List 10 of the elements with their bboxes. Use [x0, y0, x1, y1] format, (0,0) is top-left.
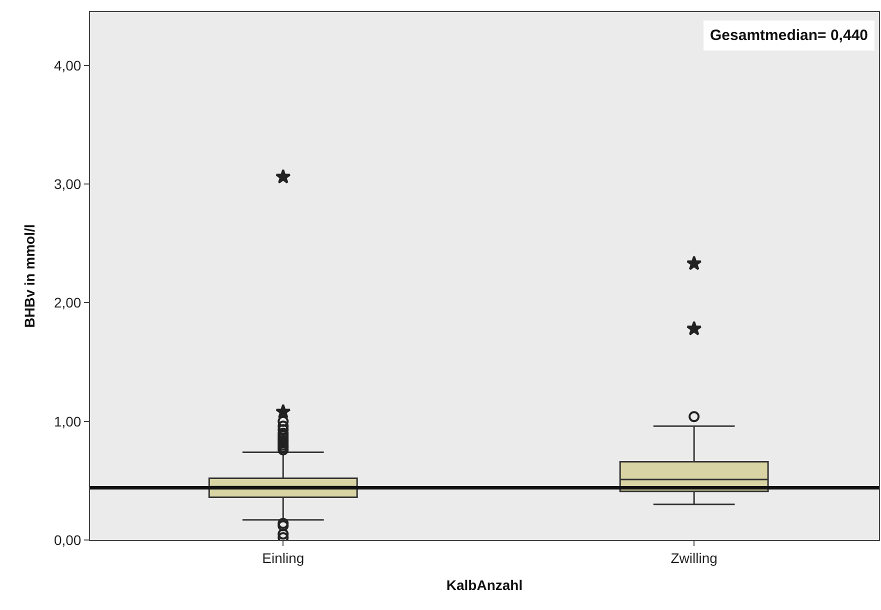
y-tick-label: 4,00 — [54, 57, 82, 74]
y-axis-title: BHBv in mmol/l — [22, 224, 38, 328]
ref-line-label: Gesamtmedian= 0,440 — [710, 27, 868, 44]
x-tick-label: Zwilling — [670, 550, 718, 566]
y-tick-label: 0,00 — [54, 532, 82, 548]
x-tick-label: Einling — [262, 550, 304, 566]
y-tick-label: 2,00 — [54, 294, 82, 311]
y-tick-label: 3,00 — [54, 176, 82, 192]
y-tick-label: 1,00 — [54, 413, 82, 430]
x-axis-title: KalbAnzahl — [446, 577, 523, 594]
